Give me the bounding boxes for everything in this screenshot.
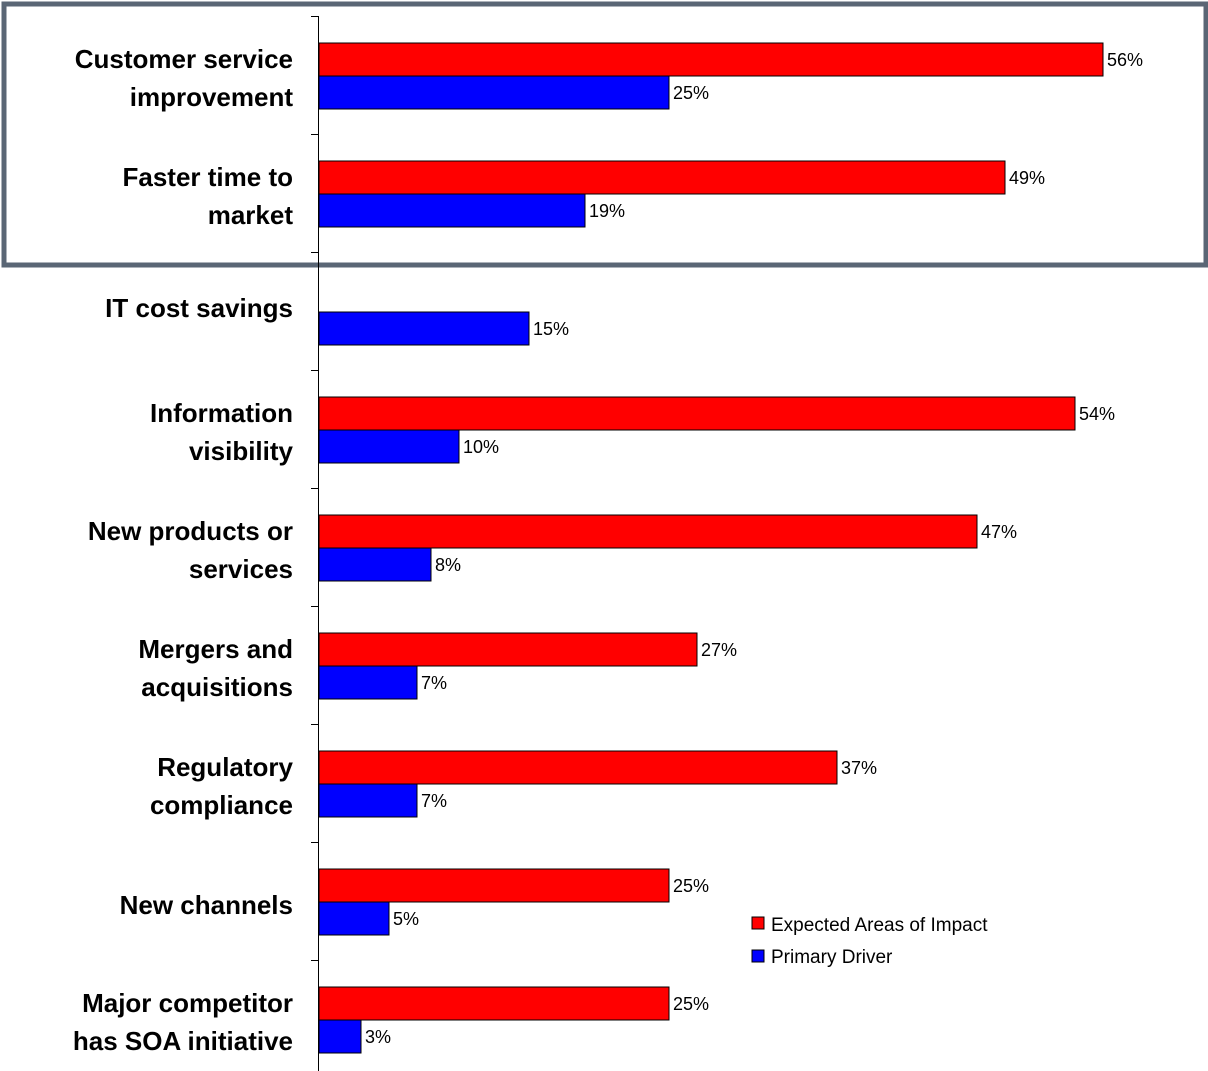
data-label: 3% [365,1027,391,1047]
axis-ticks [311,16,319,961]
bar-primary-driver [318,429,460,464]
category-label: Customer service improvement [75,44,294,112]
category-label-line: Mergers and [138,634,293,664]
category-label-line: has SOA initiative [73,1026,293,1056]
category-label-line: acquisitions [141,672,293,702]
data-label: 7% [421,673,447,693]
category-label: IT cost savings [105,293,293,323]
bar-primary-driver [318,311,530,346]
category-label: New channels [120,890,293,920]
data-label: 7% [421,791,447,811]
highlight-box [1,1,1208,268]
category-labels: Customer service improvement Faster time t… [73,44,294,1056]
bars: 56% 25% 49% 19% 15% 54% 10% 47% 8% 27% 7% 37% 7% 25% 5… [318,42,1143,1054]
category-label: New products or services [88,516,293,584]
category-label-line: Information [150,398,293,428]
category-label-line: Regulatory [157,752,293,782]
category-label: Regulatory compliance [150,752,294,820]
category-label: Information visibility [150,398,294,466]
category-label-line: Faster time to [123,162,294,192]
data-label: 56% [1107,50,1143,70]
category-label-line: Major competitor [82,988,293,1018]
category-label-line: visibility [189,436,294,466]
bar-expected-impact [318,632,698,667]
data-label: 37% [841,758,877,778]
bar-expected-impact [318,396,1076,431]
data-label: 49% [1009,168,1045,188]
legend-swatch-expected [751,916,765,930]
data-label: 25% [673,83,709,103]
data-label: 10% [463,437,499,457]
category-label-line: New channels [120,890,293,920]
bar-expected-impact [318,514,978,549]
data-label: 54% [1079,404,1115,424]
category-label-line: market [208,200,294,230]
bar-primary-driver [318,783,418,818]
data-label: 25% [673,994,709,1014]
category-label-line: Customer service [75,44,293,74]
category-label-line: services [189,554,293,584]
bar-primary-driver [318,75,670,110]
data-label: 15% [533,319,569,339]
category-label-line: IT cost savings [105,293,293,323]
legend: Expected Areas of Impact Primary Driver [751,915,988,968]
legend-label-expected: Expected Areas of Impact [771,915,988,936]
data-label: 5% [393,909,419,929]
category-label: Mergers and acquisitions [138,634,293,702]
category-label-line: compliance [150,790,293,820]
legend-label-primary: Primary Driver [771,947,893,968]
bar-expected-impact [318,160,1006,195]
category-label: Faster time to market [123,162,294,230]
category-label-line: New products or [88,516,293,546]
bar-expected-impact [318,986,670,1021]
data-label: 19% [589,201,625,221]
category-label-line: improvement [130,82,294,112]
bar-expected-impact [318,42,1104,77]
data-label: 8% [435,555,461,575]
legend-swatch-primary [751,949,765,963]
bar-primary-driver [318,193,586,228]
data-label: 47% [981,522,1017,542]
bar-primary-driver [318,547,432,582]
data-label: 27% [701,640,737,660]
bar-primary-driver [318,901,390,936]
bar-primary-driver [318,1019,362,1054]
bar-primary-driver [318,665,418,700]
bar-expected-impact [318,750,838,785]
data-label: 25% [673,876,709,896]
bar-expected-impact [318,868,670,903]
category-label: Major competitor has SOA initiative [73,988,293,1056]
